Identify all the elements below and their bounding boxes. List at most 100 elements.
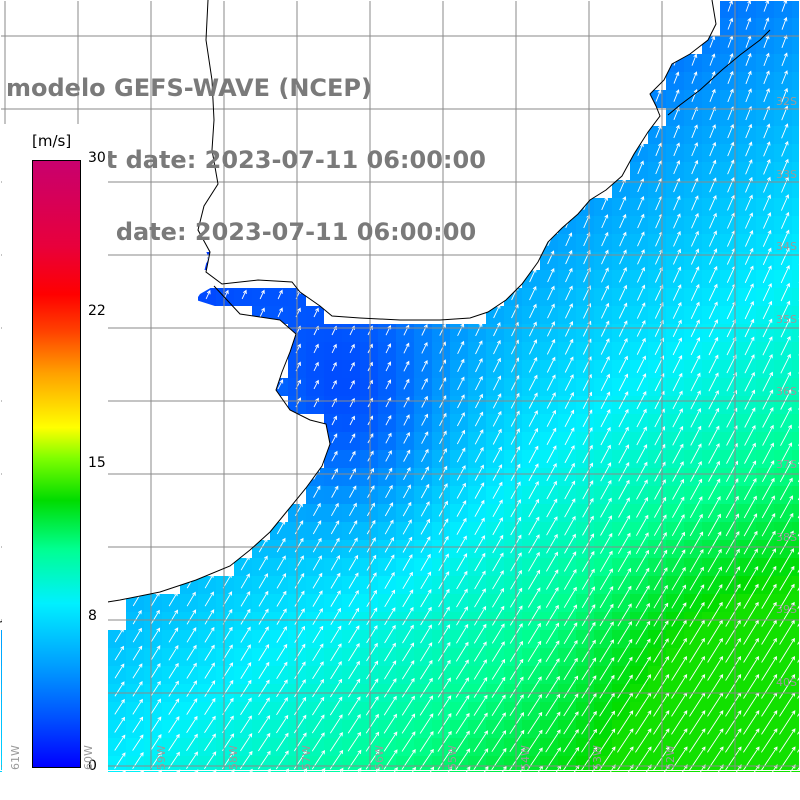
- wind-arrow: [473, 659, 487, 680]
- wind-arrow: [438, 588, 450, 608]
- wind-arrow: [455, 730, 470, 752]
- wind-arrow: [600, 497, 612, 518]
- wind-arrow: [618, 497, 630, 518]
- wind-arrow: [619, 213, 627, 229]
- wind-arrow: [653, 710, 670, 735]
- wind-arrow: [689, 601, 705, 627]
- wind-arrow: [474, 411, 484, 427]
- wind-arrow: [653, 514, 667, 536]
- wind-arrow: [743, 530, 758, 555]
- wind-arrow: [545, 729, 561, 753]
- wind-arrow: [527, 587, 541, 608]
- wind-arrow: [168, 609, 178, 625]
- wind-arrow: [114, 698, 125, 715]
- wind-arrow: [779, 583, 795, 609]
- wind-arrow: [384, 519, 394, 535]
- wind-arrow: [744, 212, 754, 229]
- wind-cell: [792, 450, 800, 468]
- wind-arrow: [689, 584, 705, 609]
- wind-cell: [792, 180, 800, 198]
- wind-arrow: [653, 656, 669, 681]
- wind-arrow: [707, 637, 723, 663]
- wind-arrow: [457, 322, 465, 336]
- wind-arrow: [636, 320, 646, 337]
- wind-arrow: [546, 569, 559, 590]
- wind-arrow: [600, 320, 610, 337]
- wind-cell: [792, 540, 800, 558]
- wind-cell: [792, 558, 800, 576]
- wind-arrow: [599, 639, 614, 663]
- wind-arrow: [240, 662, 252, 679]
- wind-arrow: [474, 499, 485, 517]
- wind-arrow: [510, 445, 521, 463]
- wind-arrow: [492, 587, 504, 608]
- wind-arrow: [690, 407, 701, 428]
- wind-arrow: [745, 123, 753, 139]
- wind-arrow: [780, 353, 791, 374]
- wind-arrow: [619, 249, 627, 265]
- wind-arrow: [673, 89, 680, 102]
- wind-arrow: [294, 661, 306, 680]
- wind-arrow: [293, 732, 307, 752]
- wind-arrow: [367, 502, 375, 517]
- wind-arrow: [781, 158, 789, 175]
- lon-label: 56W: [373, 745, 386, 770]
- wind-arrow: [365, 713, 379, 734]
- wind-cell: [792, 576, 800, 594]
- wind-cell: [792, 648, 800, 666]
- wind-arrow: [707, 710, 724, 735]
- wind-arrow: [294, 590, 305, 607]
- wind-arrow: [763, 17, 770, 30]
- wind-arrow: [672, 372, 683, 392]
- wind-arrow: [707, 495, 721, 519]
- wind-arrow: [761, 637, 777, 663]
- wind-arrow: [708, 425, 720, 446]
- wind-arrow: [547, 303, 555, 319]
- wind-arrow: [617, 567, 632, 591]
- wind-arrow: [258, 732, 271, 752]
- wind-arrow: [617, 728, 634, 753]
- wind-arrow: [114, 734, 126, 751]
- wind-arrow: [546, 427, 557, 446]
- wind-arrow: [635, 710, 652, 735]
- wind-arrow: [258, 537, 268, 553]
- wind-arrow: [636, 373, 647, 392]
- wind-arrow: [492, 428, 502, 445]
- wind-arrow: [510, 463, 521, 482]
- wind-arrow: [403, 431, 410, 444]
- wind-arrow: [403, 396, 410, 408]
- wind-arrow: [421, 359, 428, 372]
- wind-cell: [792, 702, 800, 720]
- wind-arrow: [745, 70, 752, 85]
- wind-arrow: [474, 464, 484, 481]
- land-mask: [0, 0, 716, 622]
- wind-arrow: [420, 501, 430, 517]
- wind-arrow: [725, 495, 739, 519]
- wind-arrow: [708, 336, 719, 356]
- wind-arrow: [348, 589, 359, 607]
- wind-arrow: [186, 662, 197, 679]
- wind-arrow: [419, 695, 433, 716]
- wind-arrow: [421, 341, 428, 354]
- wind-arrow: [763, 141, 771, 157]
- wind-arrow: [618, 284, 628, 301]
- wind-arrow: [330, 590, 341, 607]
- wind-arrow: [385, 343, 392, 354]
- wind-cell: [792, 720, 800, 738]
- wind-arrow: [204, 609, 215, 625]
- wind-arrow: [545, 711, 561, 735]
- wind-arrow: [671, 674, 688, 699]
- wind-arrow: [312, 678, 325, 698]
- wind-arrow: [655, 124, 662, 138]
- wind-arrow: [743, 583, 759, 609]
- wind-cell: [792, 522, 800, 540]
- wind-arrow: [510, 428, 520, 445]
- wind-arrow: [761, 477, 775, 501]
- wind-arrow: [529, 268, 537, 283]
- wind-arrow: [618, 373, 629, 392]
- wind-arrow: [150, 663, 161, 679]
- wind-cell: [792, 486, 800, 504]
- wind-arrow: [421, 448, 429, 463]
- wind-arrow: [204, 626, 215, 643]
- wind-arrow: [114, 627, 124, 643]
